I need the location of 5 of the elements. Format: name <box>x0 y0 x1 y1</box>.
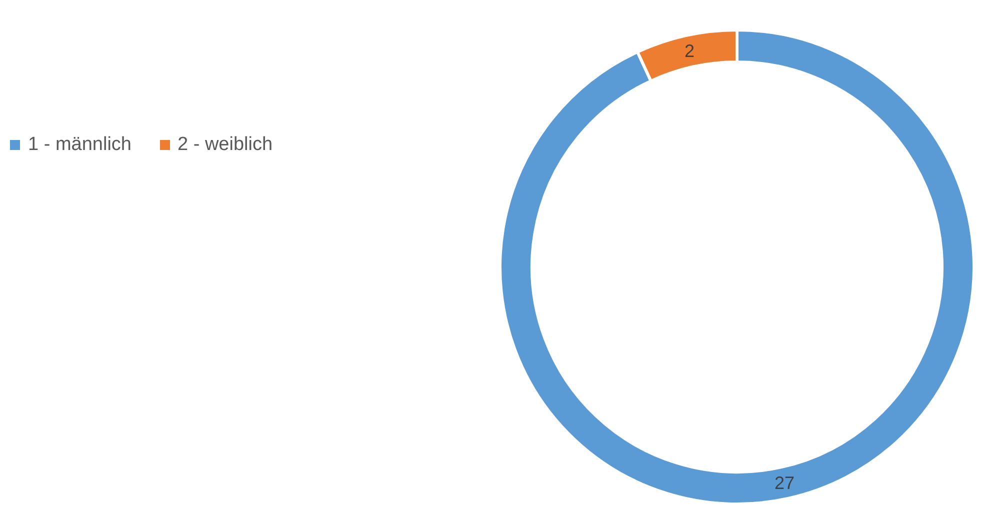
donut-slice <box>498 28 976 506</box>
data-label: 2 <box>684 41 694 62</box>
legend-label: 1 - männlich <box>28 134 132 156</box>
legend-label: 2 - weiblich <box>178 134 273 156</box>
data-label: 27 <box>774 472 795 493</box>
